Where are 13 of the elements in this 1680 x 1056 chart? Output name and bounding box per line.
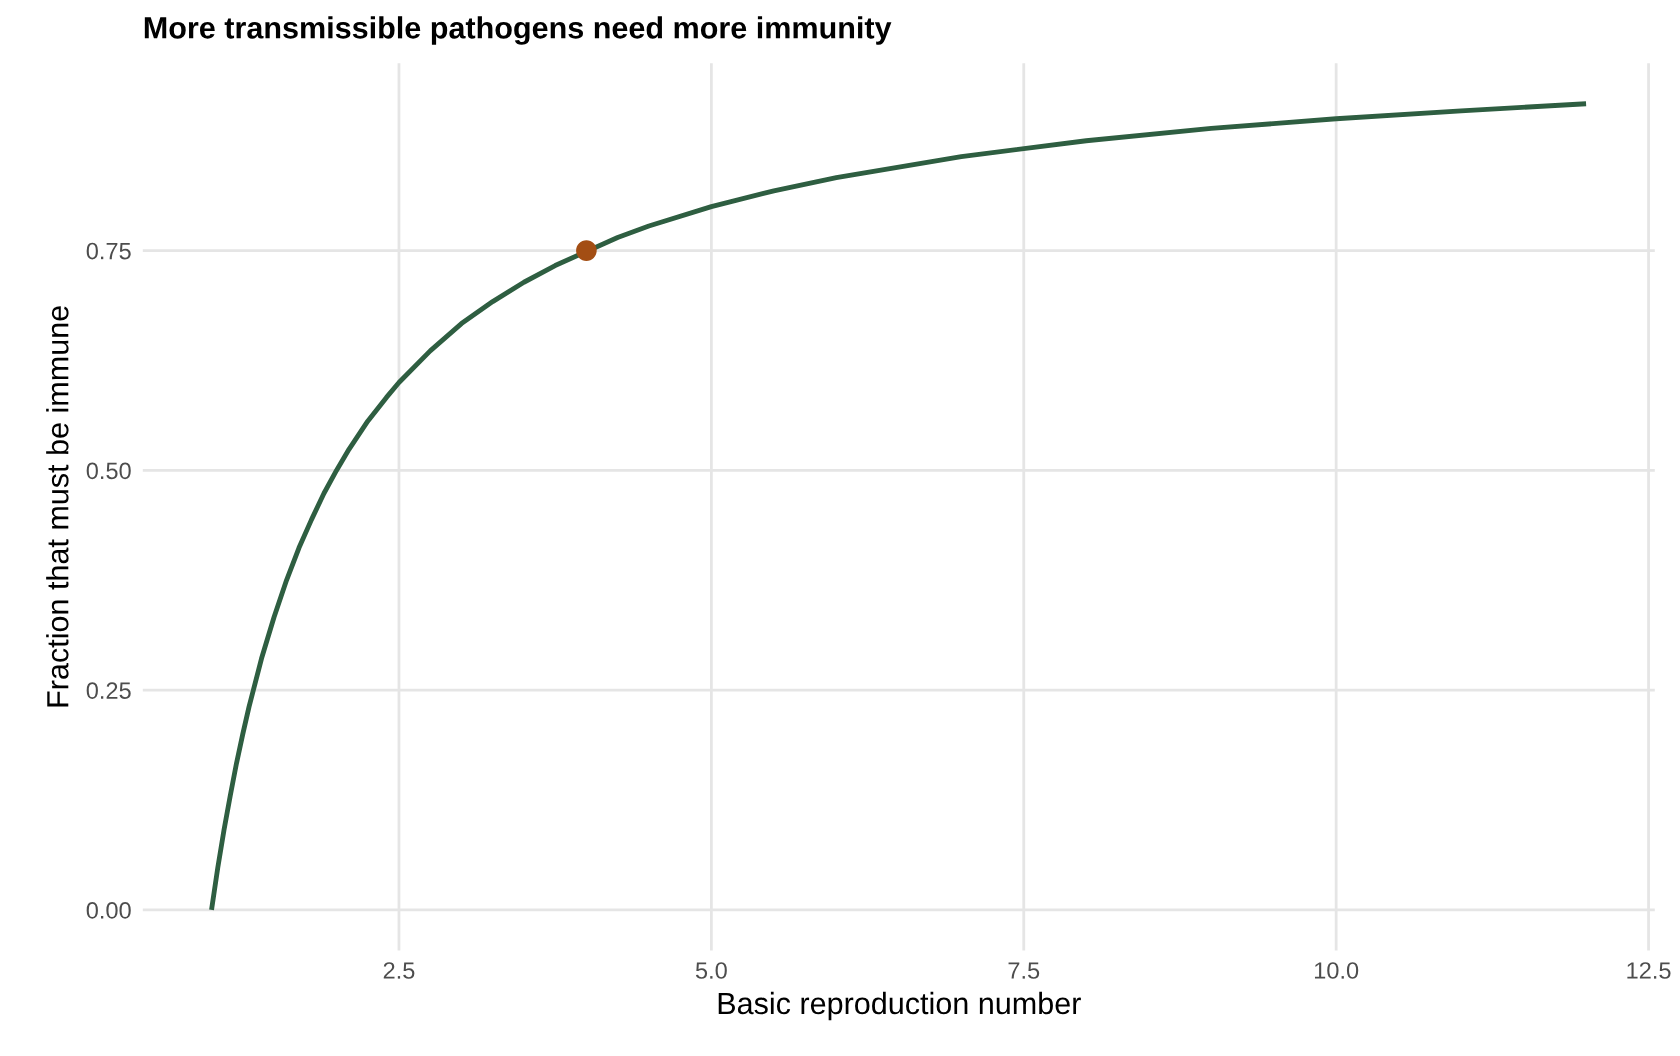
x-tick-label: 7.5 — [1008, 962, 1040, 979]
chart-title: More transmissible pathogens need more immunity — [144, 16, 892, 45]
y-tick-label: 0.25 — [86, 682, 131, 699]
line-series — [209, 101, 1589, 913]
x-tick-label: 2.5 — [383, 962, 415, 979]
x-tick-label: 12.5 — [1627, 962, 1671, 979]
y-tick-label: 0.50 — [86, 462, 131, 480]
y-tick-label: 0.00 — [86, 902, 131, 919]
y-tick-label: 0.75 — [86, 242, 131, 260]
y-axis-title: Fraction that must be immune — [46, 306, 69, 707]
x-tick-label: 10.0 — [1314, 962, 1359, 979]
x-tick-label: 5.0 — [695, 962, 727, 979]
x-axis-title: Basic reproduction number — [718, 991, 1081, 1021]
